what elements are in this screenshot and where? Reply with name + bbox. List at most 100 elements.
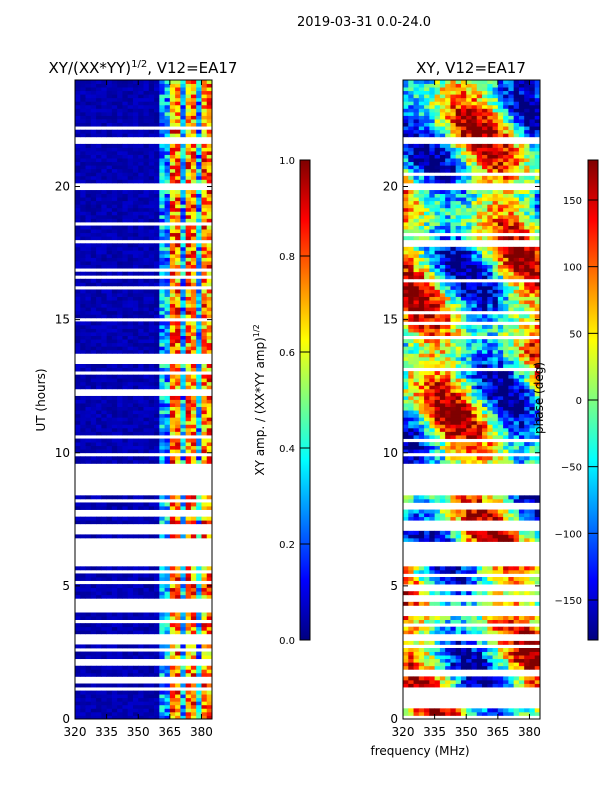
amp-cell [85,179,92,184]
amp-cell [127,385,134,390]
amp-cell [101,427,108,432]
amp-cell [101,516,108,521]
amp-cell [206,190,212,194]
amp-cell [196,449,202,454]
amp-cell [117,651,123,656]
amp-cell [111,122,118,127]
phase-cell [434,427,441,432]
phase-cell [471,449,478,454]
phase-title: XY, V12=EA17 [416,59,526,77]
phase-cell [403,619,409,624]
amp-cell [148,143,155,148]
amp-cell [90,520,97,525]
amp-cell [117,147,123,152]
amp-cell [148,115,155,120]
amp-cell [154,250,160,255]
phase-cell [445,381,451,386]
amp-cell [148,364,155,368]
amp-cell [175,101,181,106]
amp-cell [106,612,113,617]
amp-cell [206,566,212,571]
amp-cell [111,651,118,656]
amp-cell [196,577,202,581]
phase-cell [487,537,493,542]
amp-cell [117,459,123,464]
phase-cell [534,566,540,571]
amp-cell [132,122,139,127]
amp-cell [159,310,165,315]
amp-cell [154,204,160,209]
amp-cell [101,506,108,510]
amp-cell [132,90,139,95]
amp-cell [106,193,113,198]
phase-cell [455,328,462,333]
amp-cell [190,445,197,450]
amp-cell [85,427,92,432]
phase-cell [503,381,509,386]
amp-cell [164,623,171,628]
amp-cell [201,690,208,695]
amp-cell [101,133,108,138]
amp-cell [138,282,144,287]
amp-cell [127,133,134,138]
phase-cell [471,431,478,436]
amp-cell [143,669,150,674]
amp-cell [75,104,81,109]
phase-cell [450,626,457,631]
phase-cell [534,442,540,447]
amp-cell [117,151,123,155]
amp-cell [196,715,202,719]
amp-cell [169,253,176,258]
amp-cell [143,104,150,109]
amp-cell [85,506,92,510]
phase-cell [482,442,488,447]
phase-cell [450,413,457,418]
phase-cell [455,364,462,368]
amp-cell [190,715,197,719]
amp-cell [206,399,212,404]
amp-cell [106,257,113,262]
amp-cell [132,711,139,716]
phase-cell [476,356,483,361]
amp-cell [196,584,202,589]
amp-cell [111,672,118,677]
amp-cell [201,246,208,251]
amp-cell [138,442,144,447]
amp-cell [111,584,118,589]
amp-cell [90,94,97,99]
amp-cell [132,129,139,134]
phase-cell [497,708,504,713]
amp-cell [148,303,155,308]
amp-cell [111,573,118,578]
phase-cell [482,388,488,393]
phase-cell [503,537,509,542]
amp-cell [138,644,144,649]
phase-cell [487,534,493,539]
amp-cell [75,310,81,315]
amp-cell [127,612,134,617]
amp-cell [106,403,113,407]
phase-cell [476,424,483,429]
amp-cell [169,83,176,88]
phase-cell [450,381,457,386]
phase-cell [482,619,488,624]
amp-cell [111,516,118,521]
phase-cell [508,349,515,354]
amp-xtick-label: 335 [95,725,118,739]
amp-cell [159,591,165,596]
amp-cell [117,516,123,521]
amp-cell [138,225,144,230]
phase-cell [408,360,414,365]
phase-cell [534,577,540,581]
phase-cell [439,509,446,514]
phase-cell [471,364,478,368]
phase-cell [529,516,536,521]
amp-cell [143,616,150,620]
amp-cell [185,179,192,184]
amp-cell [90,587,97,592]
phase-cell [497,530,504,535]
phase-cell [455,378,462,383]
amp-cell [96,381,102,386]
phase-cell [508,708,515,713]
amp-cell [138,395,144,400]
